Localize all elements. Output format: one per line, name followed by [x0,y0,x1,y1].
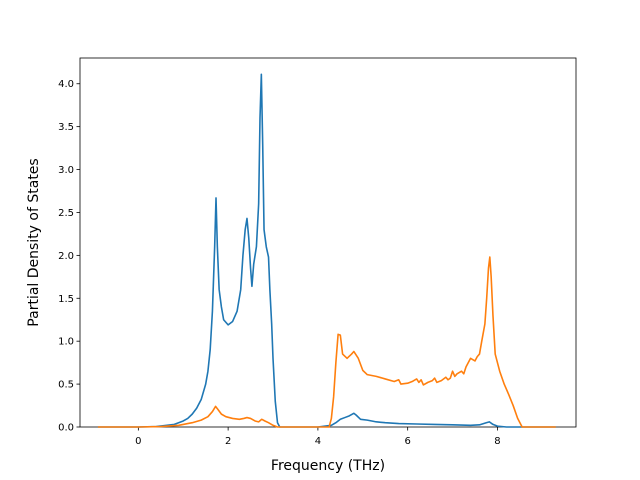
series-line-2 [97,256,556,428]
y-tick-label: 1.0 [58,337,74,348]
x-tick-label: 0 [135,436,141,447]
y-tick-label: 1.5 [58,294,74,305]
y-axis-title: Partial Density of States [26,158,42,326]
x-tick-label: 2 [225,436,231,447]
y-tick-label: 3.5 [58,122,74,133]
x-tick-label: 4 [315,436,321,447]
x-tick-label: 6 [404,436,410,447]
x-tick-label: 8 [494,436,500,447]
y-tick-label: 0.0 [58,423,74,434]
y-tick-label: 4.0 [58,79,74,90]
y-tick-label: 2.5 [58,208,74,219]
y-tick-label: 3.0 [58,165,74,176]
series-layer [97,73,556,428]
x-axis: 0 2 4 6 8 [135,427,501,447]
y-tick-label: 2.0 [58,251,74,262]
plot-frame [79,57,577,428]
x-axis-title: Frequency (THz) [271,458,385,474]
y-tick-label: 0.5 [58,380,74,391]
y-axis: 0.0 0.5 1.0 1.5 2.0 2.5 3.0 3.5 4.0 [58,79,80,434]
series-line-1 [97,73,556,428]
plot-area [79,57,577,428]
